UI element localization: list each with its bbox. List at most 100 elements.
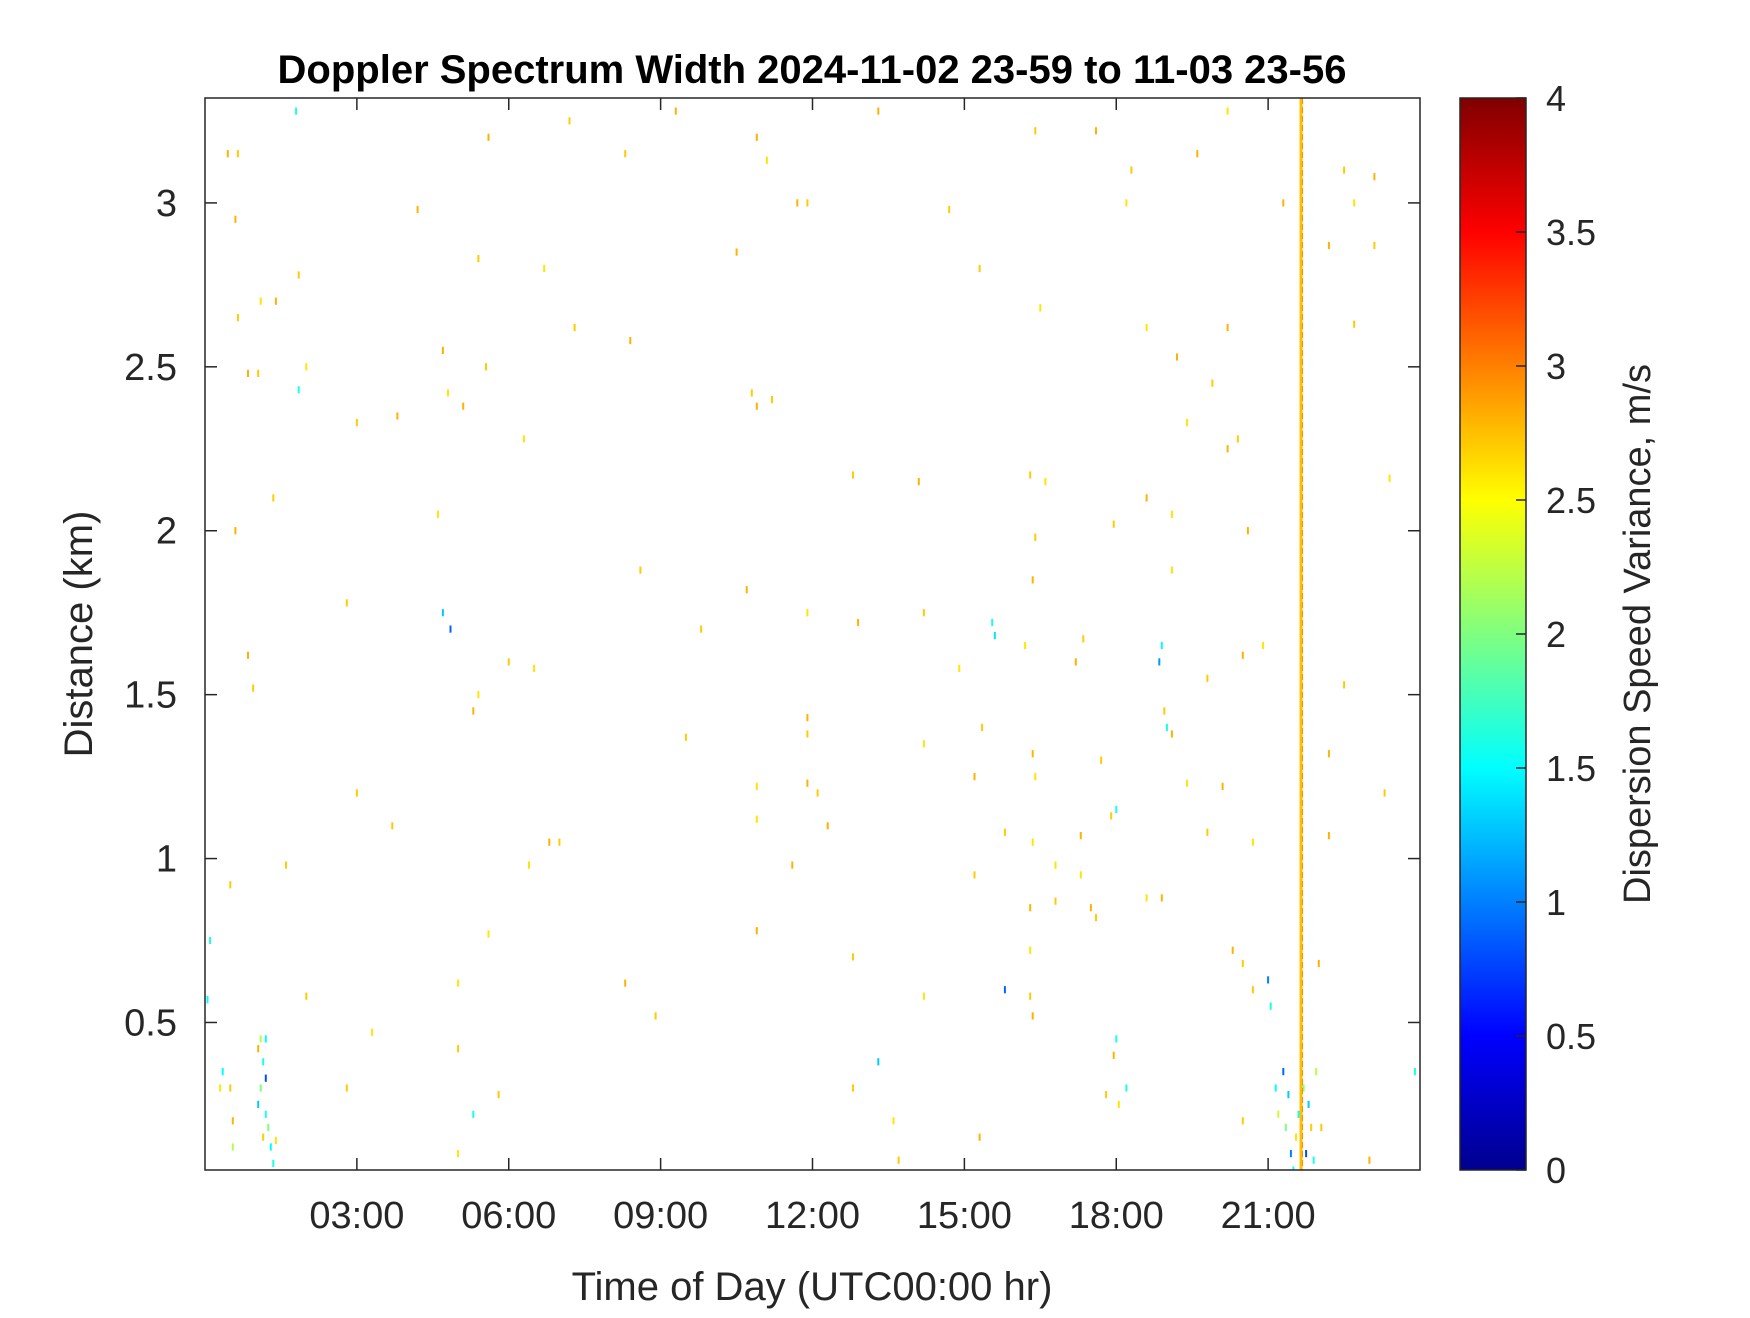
data-cell — [209, 936, 212, 945]
data-cell — [877, 1058, 880, 1066]
data-cell — [497, 1091, 500, 1099]
data-cell — [262, 1133, 265, 1141]
data-cell — [264, 1110, 267, 1118]
data-cell — [1231, 946, 1234, 954]
data-cell — [269, 1143, 272, 1151]
data-cell — [981, 723, 984, 731]
data-cell — [457, 1150, 460, 1158]
data-cell — [355, 789, 358, 797]
data-cell — [447, 389, 449, 397]
data-cell — [1079, 832, 1082, 840]
data-cell — [750, 389, 753, 397]
data-cell — [522, 435, 525, 443]
data-cell — [1176, 353, 1178, 361]
chart-title: Doppler Spectrum Width 2024-11-02 23-59 … — [278, 48, 1347, 92]
data-cell — [1295, 1133, 1297, 1141]
data-cell — [1029, 471, 1032, 479]
data-cell — [1039, 304, 1042, 312]
data-cell — [1160, 641, 1163, 650]
data-cell — [1297, 1110, 1300, 1118]
data-cell — [247, 369, 249, 377]
data-cell — [1343, 681, 1346, 689]
data-cell — [295, 107, 298, 115]
data-cell — [1289, 1150, 1292, 1158]
data-cell — [259, 1084, 262, 1092]
data-cell — [229, 1084, 232, 1092]
x-tick-label: 12:00 — [765, 1195, 860, 1237]
data-cell — [371, 1028, 374, 1036]
data-cell — [765, 156, 768, 164]
y-axis-ticks: 0.5 1 1.5 2 2.5 3 — [124, 183, 1420, 1044]
data-cell — [573, 323, 576, 332]
data-cell — [1211, 379, 1214, 387]
data-cell — [922, 740, 925, 748]
data-cell — [771, 396, 773, 404]
data-cell — [1054, 861, 1057, 869]
colorbar-tick-label: 3.5 — [1546, 212, 1596, 253]
data-cell — [1170, 566, 1173, 574]
data-cell — [1262, 641, 1265, 650]
data-cell — [978, 264, 981, 273]
data-cell — [1170, 730, 1173, 738]
data-cell — [1226, 107, 1229, 115]
data-cell — [806, 730, 809, 738]
data-cell — [1282, 199, 1285, 207]
data-cell — [1160, 894, 1163, 902]
data-cell — [274, 297, 277, 305]
data-cell — [1305, 1150, 1308, 1158]
data-cell — [391, 822, 394, 830]
data-cell — [1044, 478, 1047, 486]
x-tick-label: 06:00 — [461, 1195, 556, 1237]
colorbar-tick-label: 1.5 — [1546, 748, 1596, 789]
data-cell — [1353, 199, 1356, 207]
data-cell — [272, 1159, 275, 1167]
data-cell — [1343, 166, 1346, 174]
data-cell — [457, 979, 460, 987]
data-cell — [568, 117, 571, 125]
data-cell — [735, 248, 738, 256]
data-cell — [272, 494, 275, 502]
data-cell — [507, 658, 510, 666]
data-cell — [755, 133, 758, 141]
data-cell — [1089, 904, 1092, 912]
data-cell — [472, 707, 475, 715]
data-cell — [1163, 707, 1166, 715]
colorbar-label: Dispersion Speed Variance, m/s — [1617, 364, 1659, 904]
x-axis-label: Time of Day (UTC00:00 hr) — [572, 1265, 1053, 1309]
data-cell — [528, 861, 530, 869]
data-cell — [1003, 986, 1006, 994]
data-cell — [755, 782, 758, 790]
data-cell — [231, 1117, 234, 1125]
data-cell — [234, 215, 237, 223]
data-cell — [1373, 173, 1376, 181]
data-cell — [1373, 241, 1376, 250]
data-cell — [441, 609, 444, 617]
data-cell — [917, 478, 920, 486]
data-cell — [806, 199, 809, 207]
data-cell — [973, 871, 976, 879]
data-cell — [264, 1074, 267, 1082]
data-cell — [1226, 323, 1229, 332]
y-tick-label: 1.5 — [124, 675, 177, 717]
data-cell — [1031, 576, 1034, 584]
data-cell — [206, 995, 209, 1004]
data-cell — [436, 510, 439, 518]
data-cell — [247, 651, 249, 659]
y-axis-label: Distance (km) — [57, 511, 101, 758]
data-cell — [1112, 520, 1115, 528]
data-cell — [1186, 779, 1189, 787]
data-cell — [229, 881, 232, 889]
data-cell — [624, 150, 627, 158]
data-cell — [852, 1084, 854, 1092]
data-cell — [236, 314, 239, 322]
data-cell — [1274, 1084, 1277, 1092]
data-cell — [487, 133, 490, 141]
data-cell — [1388, 474, 1391, 482]
data-cell — [1029, 992, 1032, 1000]
data-cell — [1115, 1035, 1118, 1043]
data-cell — [1287, 1091, 1290, 1099]
data-cell — [487, 930, 490, 938]
data-cell — [745, 586, 748, 594]
data-cell — [852, 953, 854, 961]
data-cell — [791, 861, 794, 869]
